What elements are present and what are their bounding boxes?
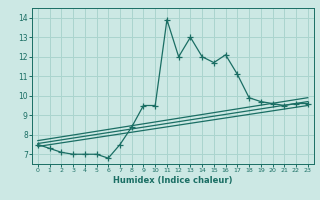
X-axis label: Humidex (Indice chaleur): Humidex (Indice chaleur)	[113, 176, 233, 185]
